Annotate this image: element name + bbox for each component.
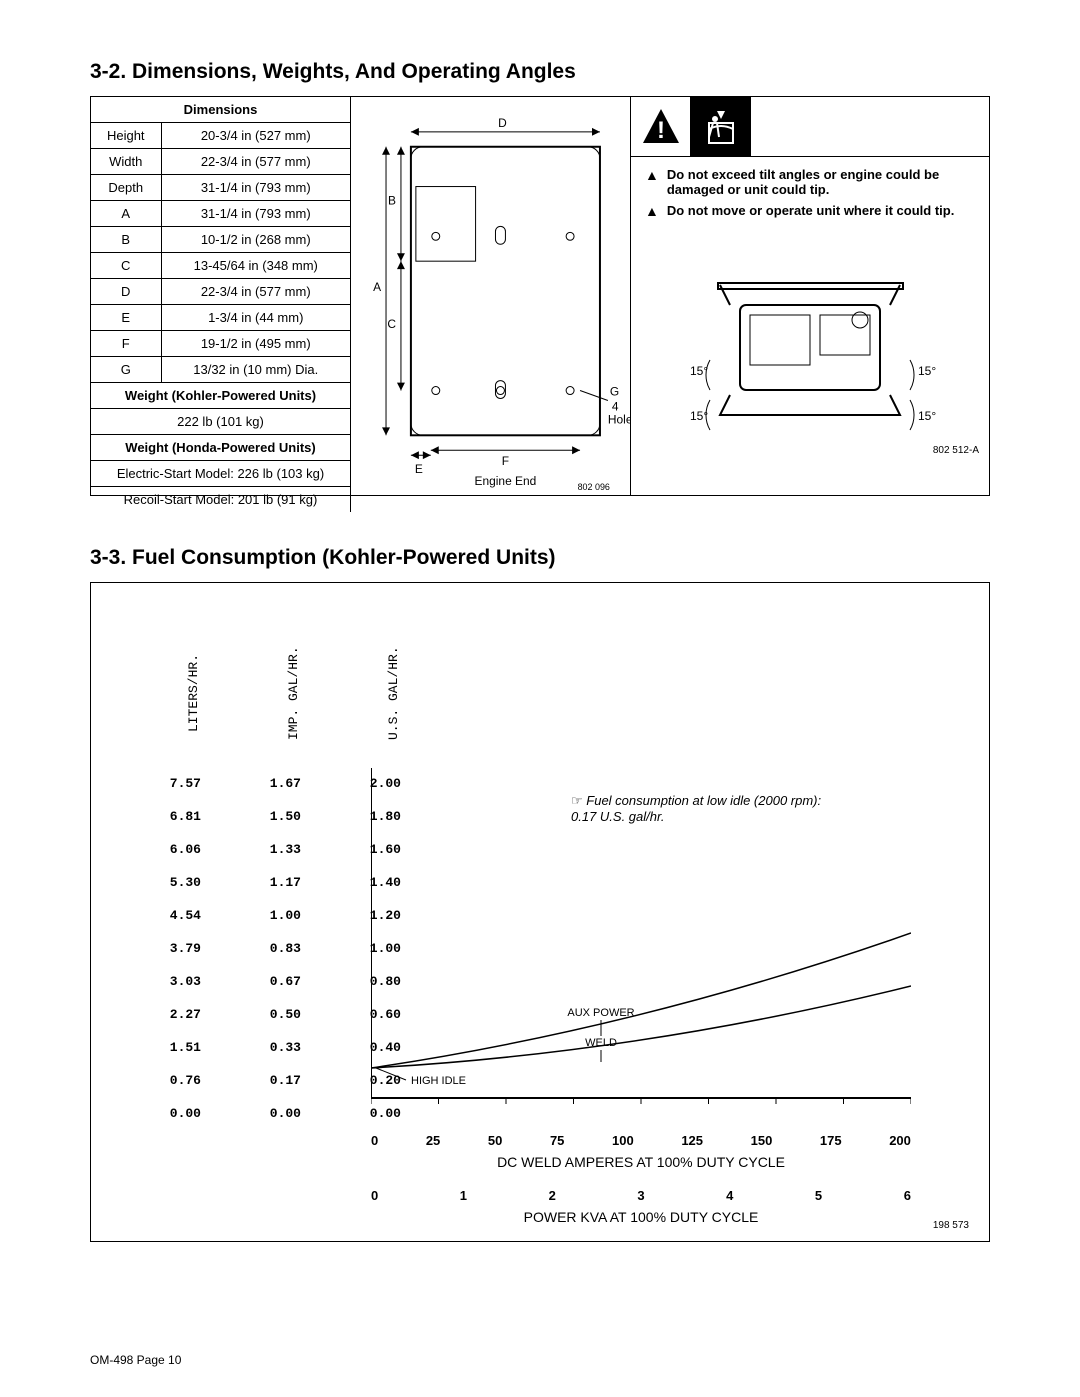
dimensions-table: Dimensions Height20-3/4 in (527 mm) Widt…: [91, 97, 351, 512]
warning-triangle-icon: ▲: [645, 203, 659, 219]
weight-kohler-header: Weight (Kohler-Powered Units): [91, 383, 351, 409]
section-3-3-title: 3-3. Fuel Consumption (Kohler-Powered Un…: [90, 546, 990, 570]
section-3-2-container: Dimensions Height20-3/4 in (527 mm) Widt…: [90, 96, 990, 496]
dim-val: 22-3/4 in (577 mm): [161, 279, 351, 305]
dim-a-label: A: [373, 280, 381, 294]
x-axis-weld: 0255075100125150175200 DC WELD AMPERES A…: [371, 1133, 911, 1170]
dim-val: 13-45/64 in (348 mm): [161, 253, 351, 279]
dim-e-label: E: [415, 462, 423, 476]
warning-line1: Do not exceed tilt angles or engine coul…: [667, 167, 975, 197]
x1-title: DC WELD AMPERES AT 100% DUTY CYCLE: [371, 1154, 911, 1170]
weld-curve: [371, 986, 911, 1068]
fuel-chart-container: LITERS/HR. 7.576.816.065.304.543.793.032…: [90, 582, 990, 1242]
chart-ref: 198 573: [933, 1220, 969, 1231]
top-view-diagram: D A B C G 4 Holes E: [351, 97, 631, 495]
warning-panel: ! ▲ Do not exceed tilt angles or engine c…: [631, 97, 989, 495]
dim-label: Depth: [91, 175, 161, 201]
x2-title: POWER KVA AT 100% DUTY CYCLE: [371, 1209, 911, 1225]
angle-label: 15°: [690, 364, 708, 378]
y-label-us: U.S. GAL/HR.: [386, 633, 401, 753]
section-3-2-title: 3-2. Dimensions, Weights, And Operating …: [90, 60, 990, 84]
dim-label: E: [91, 305, 161, 331]
x-axis-kva: 0123456 POWER KVA AT 100% DUTY CYCLE: [371, 1188, 911, 1225]
dim-c-label: C: [387, 317, 396, 331]
engine-end-label: Engine End: [475, 474, 537, 488]
y-label-liters: LITERS/HR.: [186, 633, 201, 753]
angle-label: 15°: [918, 409, 936, 423]
dim-val: 13/32 in (10 mm) Dia.: [161, 357, 351, 383]
weight-kohler-val: 222 lb (101 kg): [91, 409, 351, 435]
dim-val: 31-1/4 in (793 mm): [161, 201, 351, 227]
dim-val: 1-3/4 in (44 mm): [161, 305, 351, 331]
page-footer: OM-498 Page 10: [90, 1353, 181, 1367]
dim-val: 20-3/4 in (527 mm): [161, 123, 351, 149]
dim-g-label: G: [610, 385, 619, 399]
weight-honda-header: Weight (Honda-Powered Units): [91, 435, 351, 461]
dim-val: 10-1/2 in (268 mm): [161, 227, 351, 253]
aux-power-curve: [371, 933, 911, 1068]
aux-label: AUX POWER: [567, 1007, 634, 1019]
high-idle-label: HIGH IDLE: [411, 1075, 466, 1087]
dim-val: 22-3/4 in (577 mm): [161, 149, 351, 175]
tilt-diagram: 15° 15° 15° 15° 802 512-A: [631, 235, 989, 460]
read-manual-icon: [691, 97, 751, 156]
dim-label: D: [91, 279, 161, 305]
angle-label: 15°: [918, 364, 936, 378]
dim-label: G: [91, 357, 161, 383]
dim-val: 31-1/4 in (793 mm): [161, 175, 351, 201]
holes-label: Holes: [608, 412, 630, 426]
weld-label: WELD: [585, 1037, 617, 1049]
holes-count: 4: [612, 399, 619, 413]
warning-triangle-icon: ▲: [645, 167, 659, 197]
dim-label: A: [91, 201, 161, 227]
y-ticks-liters: 7.576.816.065.304.543.793.032.271.510.76…: [151, 767, 201, 1130]
y-ticks-imp: 1.671.501.331.171.000.830.670.500.330.17…: [251, 767, 301, 1130]
weight-honda-val2: Recoil-Start Model: 201 lb (91 kg): [91, 487, 351, 513]
dim-f-label: F: [502, 454, 509, 468]
fuel-chart-plot: AUX POWER WELD HIGH IDLE: [371, 768, 911, 1123]
svg-text:!: !: [657, 117, 665, 144]
caution-icon: !: [631, 97, 691, 156]
dim-label: F: [91, 331, 161, 357]
warning-line2: Do not move or operate unit where it cou…: [667, 203, 954, 219]
dim-label: Height: [91, 123, 161, 149]
dim-header: Dimensions: [91, 97, 351, 123]
dim-label: Width: [91, 149, 161, 175]
dim-d-label: D: [498, 116, 507, 130]
dim-label: C: [91, 253, 161, 279]
dim-val: 19-1/2 in (495 mm): [161, 331, 351, 357]
dim-b-label: B: [388, 193, 396, 207]
weight-honda-val1: Electric-Start Model: 226 lb (103 kg): [91, 461, 351, 487]
tilt-ref: 802 512-A: [933, 445, 979, 456]
angle-label: 15°: [690, 409, 708, 423]
y-label-imp: IMP. GAL/HR.: [286, 633, 301, 753]
diag-ref: 802 096: [578, 482, 610, 492]
dim-label: B: [91, 227, 161, 253]
